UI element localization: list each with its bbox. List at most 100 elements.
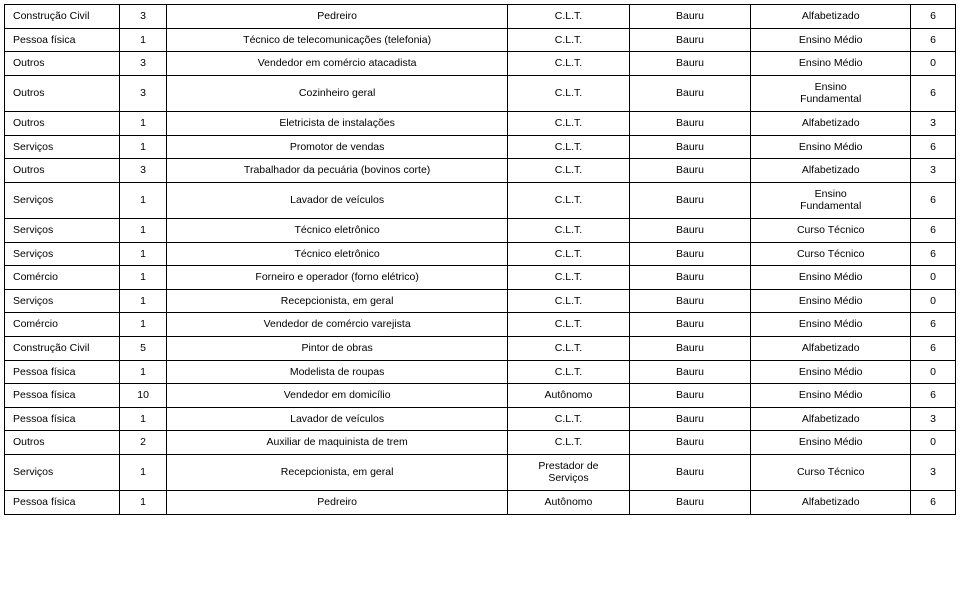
table-row: Outros3Cozinheiro geralC.L.T.BauruEnsino… bbox=[5, 75, 956, 111]
city-cell: Bauru bbox=[629, 28, 751, 52]
table-row: Outros3Trabalhador da pecuária (bovinos … bbox=[5, 159, 956, 183]
contract-cell: C.L.T. bbox=[508, 135, 630, 159]
sector-cell: Pessoa física bbox=[5, 407, 120, 431]
role-cell: Recepcionista, em geral bbox=[167, 454, 508, 490]
count-cell: 6 bbox=[911, 491, 956, 515]
contract-cell: C.L.T. bbox=[508, 407, 630, 431]
city-cell: Bauru bbox=[629, 454, 751, 490]
count-cell: 6 bbox=[911, 28, 956, 52]
table-row: Serviços1Técnico eletrônicoC.L.T.BauruCu… bbox=[5, 218, 956, 242]
city-cell: Bauru bbox=[629, 384, 751, 408]
contract-cell: Prestador deServiços bbox=[508, 454, 630, 490]
city-cell: Bauru bbox=[629, 5, 751, 29]
contract-cell: C.L.T. bbox=[508, 111, 630, 135]
contract-cell: C.L.T. bbox=[508, 159, 630, 183]
education-cell: Ensino Médio bbox=[751, 360, 911, 384]
qty-cell: 10 bbox=[120, 384, 167, 408]
qty-cell: 5 bbox=[120, 336, 167, 360]
sector-cell: Outros bbox=[5, 159, 120, 183]
city-cell: Bauru bbox=[629, 52, 751, 76]
education-cell: Curso Técnico bbox=[751, 242, 911, 266]
qty-cell: 1 bbox=[120, 360, 167, 384]
count-cell: 3 bbox=[911, 454, 956, 490]
education-cell: Ensino Médio bbox=[751, 52, 911, 76]
table-row: Pessoa física1Lavador de veículosC.L.T.B… bbox=[5, 407, 956, 431]
table-row: Construção Civil5Pintor de obrasC.L.T.Ba… bbox=[5, 336, 956, 360]
education-cell: Alfabetizado bbox=[751, 159, 911, 183]
city-cell: Bauru bbox=[629, 491, 751, 515]
education-cell: Ensino Médio bbox=[751, 431, 911, 455]
count-cell: 0 bbox=[911, 360, 956, 384]
count-cell: 6 bbox=[911, 336, 956, 360]
qty-cell: 1 bbox=[120, 407, 167, 431]
count-cell: 3 bbox=[911, 407, 956, 431]
role-cell: Vendedor em domicílio bbox=[167, 384, 508, 408]
city-cell: Bauru bbox=[629, 135, 751, 159]
city-cell: Bauru bbox=[629, 182, 751, 218]
table-row: Comércio1Vendedor de comércio varejistaC… bbox=[5, 313, 956, 337]
role-cell: Pedreiro bbox=[167, 491, 508, 515]
qty-cell: 1 bbox=[120, 266, 167, 290]
contract-cell: C.L.T. bbox=[508, 75, 630, 111]
education-cell: EnsinoFundamental bbox=[751, 182, 911, 218]
education-cell: Alfabetizado bbox=[751, 111, 911, 135]
table-row: Serviços1Recepcionista, em geralC.L.T.Ba… bbox=[5, 289, 956, 313]
sector-cell: Outros bbox=[5, 431, 120, 455]
city-cell: Bauru bbox=[629, 431, 751, 455]
education-cell: Alfabetizado bbox=[751, 407, 911, 431]
contract-cell: C.L.T. bbox=[508, 266, 630, 290]
table-row: Outros1Eletricista de instalaçõesC.L.T.B… bbox=[5, 111, 956, 135]
education-cell: Alfabetizado bbox=[751, 336, 911, 360]
count-cell: 6 bbox=[911, 242, 956, 266]
role-cell: Lavador de veículos bbox=[167, 407, 508, 431]
role-cell: Técnico eletrônico bbox=[167, 218, 508, 242]
qty-cell: 1 bbox=[120, 454, 167, 490]
count-cell: 3 bbox=[911, 111, 956, 135]
sector-cell: Outros bbox=[5, 111, 120, 135]
role-cell: Vendedor em comércio atacadista bbox=[167, 52, 508, 76]
contract-cell: C.L.T. bbox=[508, 289, 630, 313]
sector-cell: Construção Civil bbox=[5, 336, 120, 360]
education-cell: Ensino Médio bbox=[751, 266, 911, 290]
contract-cell: C.L.T. bbox=[508, 360, 630, 384]
table-row: Serviços1Recepcionista, em geralPrestado… bbox=[5, 454, 956, 490]
qty-cell: 1 bbox=[120, 242, 167, 266]
count-cell: 3 bbox=[911, 159, 956, 183]
count-cell: 0 bbox=[911, 266, 956, 290]
city-cell: Bauru bbox=[629, 242, 751, 266]
count-cell: 6 bbox=[911, 135, 956, 159]
education-cell: Ensino Médio bbox=[751, 28, 911, 52]
role-cell: Cozinheiro geral bbox=[167, 75, 508, 111]
role-cell: Recepcionista, em geral bbox=[167, 289, 508, 313]
role-cell: Lavador de veículos bbox=[167, 182, 508, 218]
count-cell: 6 bbox=[911, 182, 956, 218]
qty-cell: 1 bbox=[120, 182, 167, 218]
qty-cell: 1 bbox=[120, 313, 167, 337]
table-row: Comércio1Forneiro e operador (forno elét… bbox=[5, 266, 956, 290]
education-cell: Ensino Médio bbox=[751, 384, 911, 408]
city-cell: Bauru bbox=[629, 336, 751, 360]
role-cell: Técnico eletrônico bbox=[167, 242, 508, 266]
table-row: Pessoa física1PedreiroAutônomoBauruAlfab… bbox=[5, 491, 956, 515]
education-cell: Ensino Médio bbox=[751, 135, 911, 159]
sector-cell: Comércio bbox=[5, 313, 120, 337]
contract-cell: Autônomo bbox=[508, 384, 630, 408]
contract-cell: C.L.T. bbox=[508, 218, 630, 242]
sector-cell: Construção Civil bbox=[5, 5, 120, 29]
education-cell: Curso Técnico bbox=[751, 218, 911, 242]
qty-cell: 1 bbox=[120, 491, 167, 515]
table-row: Serviços1Promotor de vendasC.L.T.BauruEn… bbox=[5, 135, 956, 159]
count-cell: 6 bbox=[911, 313, 956, 337]
count-cell: 0 bbox=[911, 52, 956, 76]
education-cell: Curso Técnico bbox=[751, 454, 911, 490]
sector-cell: Serviços bbox=[5, 182, 120, 218]
contract-cell: C.L.T. bbox=[508, 336, 630, 360]
education-cell: EnsinoFundamental bbox=[751, 75, 911, 111]
role-cell: Modelista de roupas bbox=[167, 360, 508, 384]
city-cell: Bauru bbox=[629, 313, 751, 337]
role-cell: Pedreiro bbox=[167, 5, 508, 29]
role-cell: Pintor de obras bbox=[167, 336, 508, 360]
sector-cell: Serviços bbox=[5, 242, 120, 266]
contract-cell: Autônomo bbox=[508, 491, 630, 515]
qty-cell: 1 bbox=[120, 218, 167, 242]
